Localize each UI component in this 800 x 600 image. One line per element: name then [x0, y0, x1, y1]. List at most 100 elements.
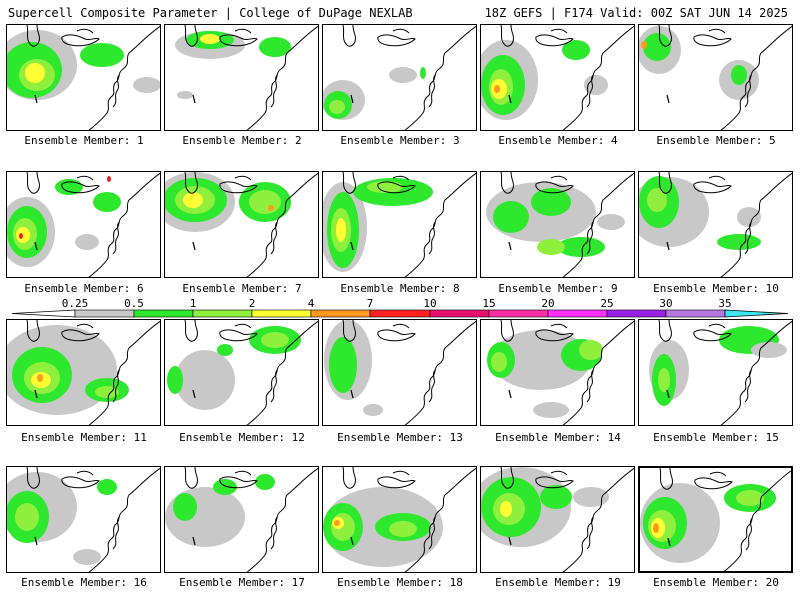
coastline: [88, 467, 160, 572]
great-lakes-outline: [184, 320, 258, 342]
ensemble-member-label: Ensemble Member: 3: [340, 134, 460, 147]
ensemble-member-map-19[interactable]: [480, 466, 635, 573]
contour-blob: [16, 227, 30, 243]
contour-blob: [217, 344, 233, 356]
contour-blob: [717, 234, 761, 250]
ensemble-member-label: Ensemble Member: 5: [656, 134, 776, 147]
great-lakes-outline: [342, 25, 416, 47]
ensemble-member-label: Ensemble Member: 15: [653, 431, 779, 444]
contour-blob: [389, 521, 417, 537]
legend-left-arrow: [11, 309, 76, 318]
ensemble-member-map-13[interactable]: [322, 319, 477, 426]
ensemble-member-label: Ensemble Member: 17: [179, 576, 305, 589]
boundary-mark: [350, 389, 354, 399]
contour-shading: [640, 483, 776, 563]
legend-color-swatch: [547, 309, 608, 318]
boundary-mark: [34, 94, 38, 104]
ensemble-member-map-14[interactable]: [480, 319, 635, 426]
legend-tick-label: 15: [482, 297, 496, 310]
contour-blob: [420, 67, 426, 79]
contour-blob: [658, 368, 670, 392]
contour-blob: [540, 485, 572, 509]
contour-blob: [177, 91, 193, 99]
contour-shading: [7, 30, 160, 100]
contour-blob: [731, 65, 747, 85]
great-lakes-outline: [342, 172, 416, 194]
contour-blob: [647, 188, 667, 212]
legend-color-swatch: [488, 309, 549, 318]
color-scale-legend: [11, 309, 789, 318]
contour-blob: [597, 214, 625, 230]
contour-shading: [486, 182, 625, 257]
legend-color-swatch: [665, 309, 726, 318]
ensemble-member-label: Ensemble Member: 1: [24, 134, 144, 147]
contour-blob: [751, 342, 787, 358]
contour-shading: [324, 320, 383, 416]
ensemble-member-map-20[interactable]: [638, 466, 793, 573]
contour-blob: [367, 181, 403, 193]
contour-shading: [167, 326, 301, 410]
contour-shading: [639, 26, 759, 100]
ensemble-member-label: Ensemble Member: 6: [24, 282, 144, 295]
legend-tick-label: 25: [600, 297, 614, 310]
contour-blob: [584, 75, 608, 95]
contour-shading: [323, 178, 433, 272]
legend-color-swatch: [74, 309, 135, 318]
contour-shading: [481, 467, 609, 547]
ensemble-member-map-15[interactable]: [638, 319, 793, 426]
ensemble-member-map-17[interactable]: [164, 466, 319, 573]
legend-right-arrow: [724, 309, 789, 318]
contour-shading: [323, 487, 443, 567]
ensemble-member-map-3[interactable]: [322, 24, 477, 131]
ensemble-member-label: Ensemble Member: 19: [495, 576, 621, 589]
legend-tick-label: 2: [248, 297, 256, 310]
coastline: [88, 25, 160, 130]
ensemble-member-label: Ensemble Member: 20: [653, 576, 779, 589]
ensemble-member-map-9[interactable]: [480, 171, 635, 278]
ensemble-member-map-11[interactable]: [6, 319, 161, 426]
ensemble-member-map-6[interactable]: [6, 171, 161, 278]
ensemble-member-map-4[interactable]: [480, 24, 635, 131]
boundary-mark: [192, 94, 196, 104]
contour-blob: [641, 41, 647, 49]
coastline: [404, 25, 476, 130]
ensemble-member-map-1[interactable]: [6, 24, 161, 131]
contour-shading: [165, 474, 275, 547]
map-title: Supercell Composite Parameter | College …: [8, 6, 413, 20]
ensemble-member-map-5[interactable]: [638, 24, 793, 131]
ensemble-member-map-2[interactable]: [164, 24, 319, 131]
contour-blob: [737, 207, 761, 227]
boundary-mark: [350, 241, 354, 251]
coastline: [404, 467, 476, 572]
ensemble-member-label: Ensemble Member: 2: [182, 134, 302, 147]
ensemble-member-map-12[interactable]: [164, 319, 319, 426]
contour-blob: [573, 487, 609, 507]
coastline: [562, 467, 634, 572]
legend-tick-label: 0.25: [61, 297, 89, 310]
contour-blob: [329, 100, 345, 114]
ensemble-member-map-18[interactable]: [322, 466, 477, 573]
ensemble-member-label: Ensemble Member: 10: [653, 282, 779, 295]
legend-color-swatch: [133, 309, 194, 318]
contour-blob: [80, 43, 124, 67]
ensemble-member-map-10[interactable]: [638, 171, 793, 278]
coastline: [723, 470, 791, 571]
contour-blob: [249, 190, 281, 214]
ensemble-member-label: Ensemble Member: 8: [340, 282, 460, 295]
contour-blob: [643, 33, 671, 61]
ensemble-member-map-7[interactable]: [164, 171, 319, 278]
contour-blob: [537, 239, 565, 255]
contour-blob: [255, 474, 275, 490]
boundary-mark: [666, 241, 670, 251]
great-lakes-outline: [342, 467, 416, 489]
ensemble-member-label: Ensemble Member: 18: [337, 576, 463, 589]
ensemble-member-label: Ensemble Member: 16: [21, 576, 147, 589]
coastline: [246, 467, 318, 572]
boundary-mark: [508, 241, 512, 251]
ensemble-member-map-8[interactable]: [322, 171, 477, 278]
contour-blob: [493, 201, 529, 233]
ensemble-member-map-16[interactable]: [6, 466, 161, 573]
coastline: [404, 172, 476, 277]
boundary-mark: [666, 94, 670, 104]
boundary-mark: [508, 536, 512, 546]
